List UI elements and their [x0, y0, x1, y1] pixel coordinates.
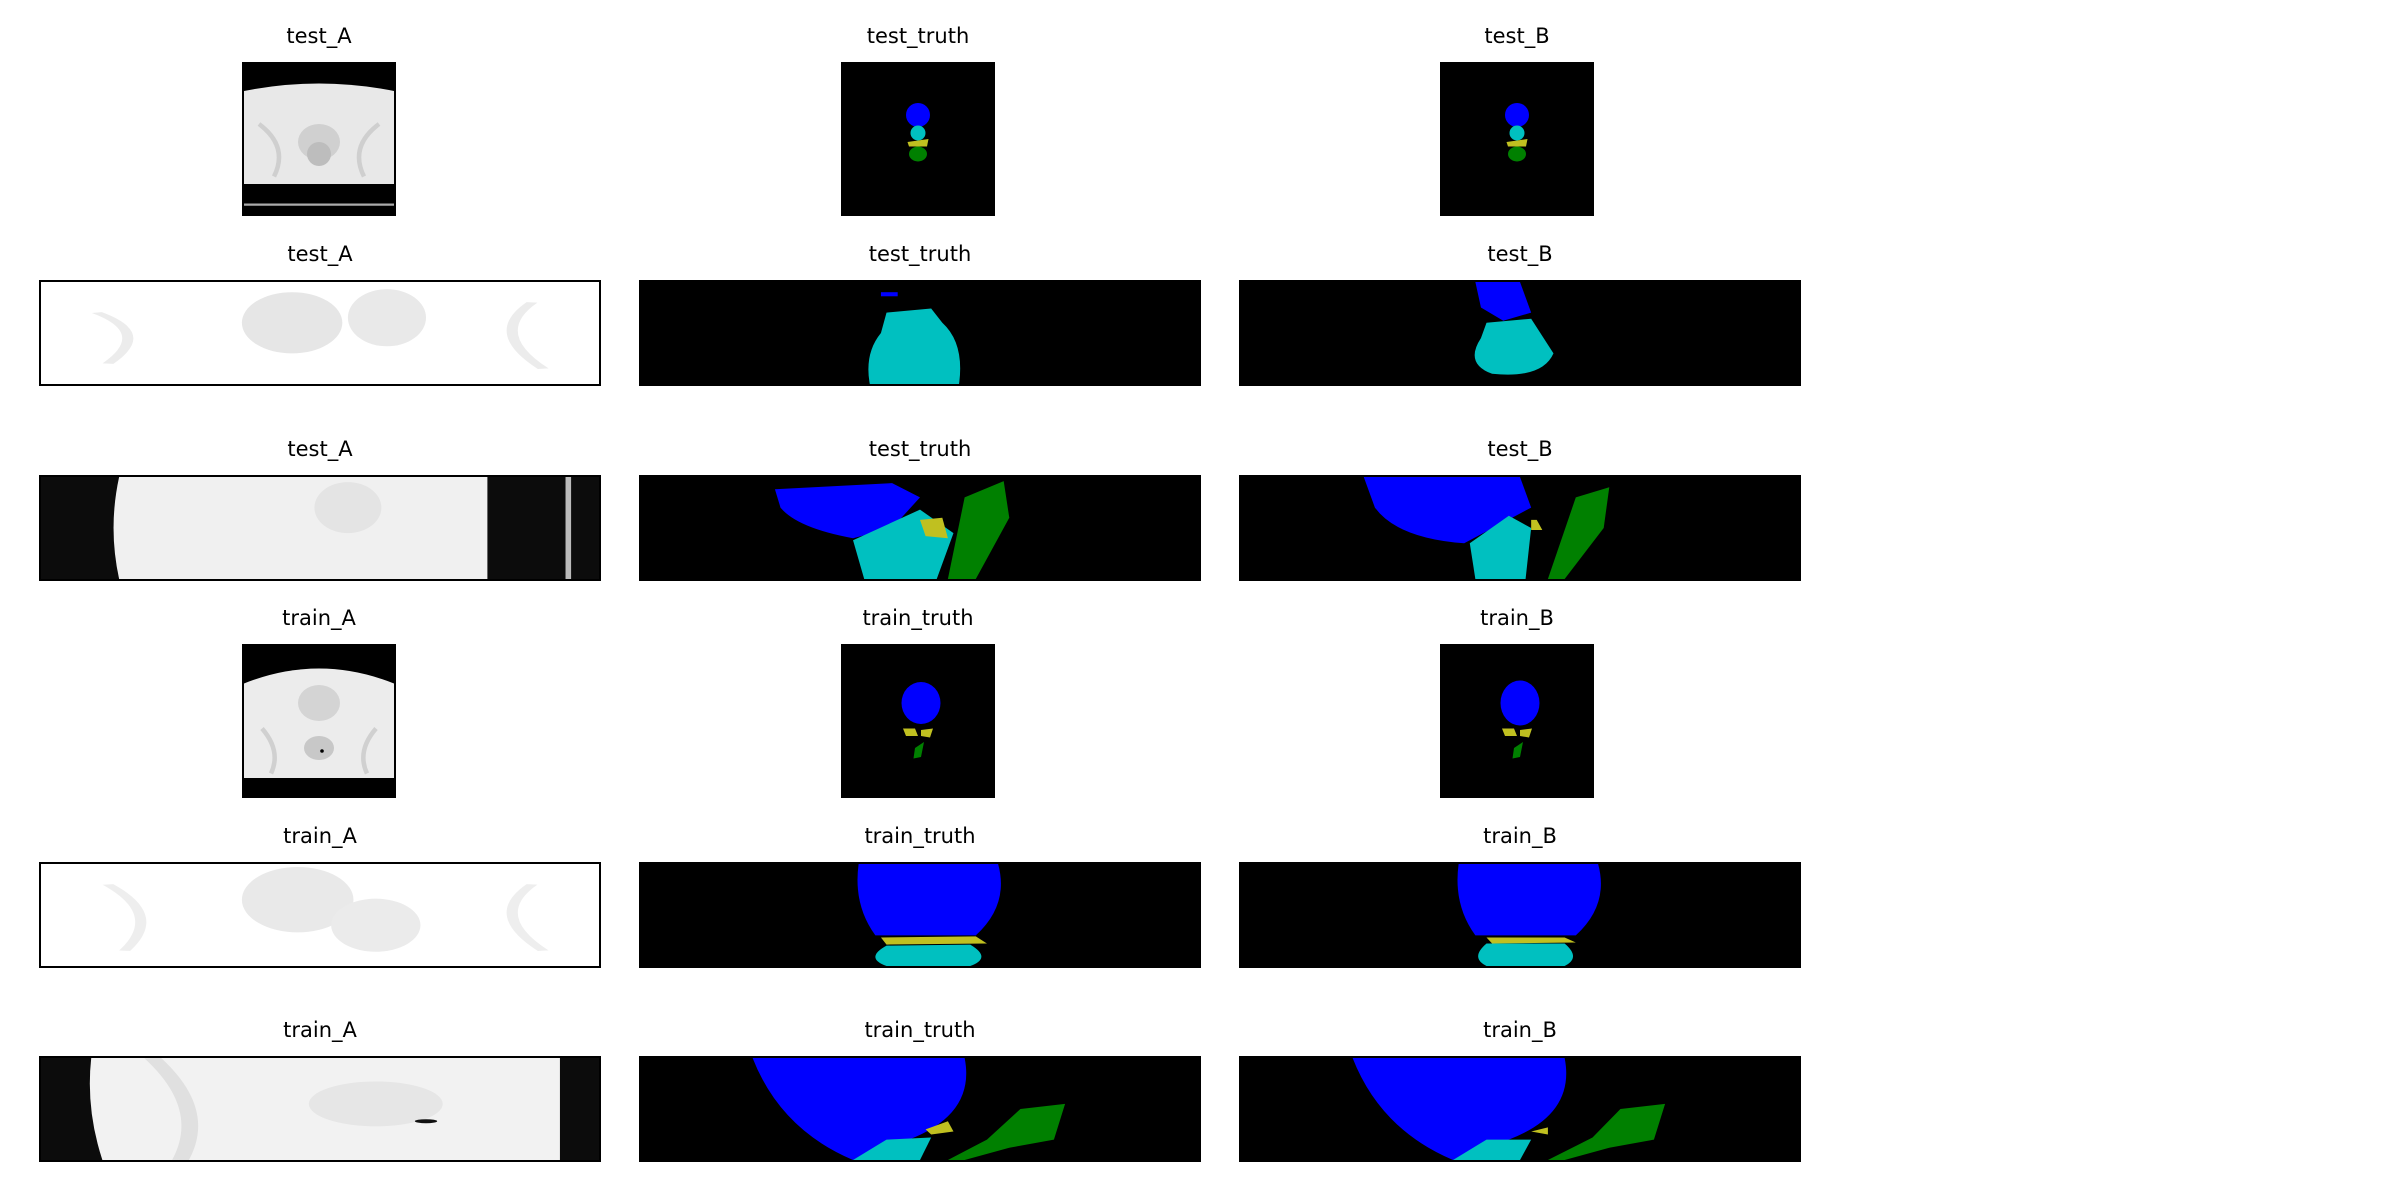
- panel-r2-c1: test_A: [39, 242, 601, 386]
- panel-title: test_truth: [868, 242, 972, 266]
- panel-r6-c2: train_truth: [639, 1018, 1201, 1162]
- segmentation-mask-prediction: [1239, 475, 1801, 581]
- panel-title: test_A: [287, 242, 353, 266]
- panel-title: test_A: [287, 437, 353, 461]
- panel-r4-c1: train_A: [242, 606, 396, 798]
- segmentation-mask-truth: [639, 475, 1201, 581]
- panel-r2-c3: test_B: [1239, 242, 1801, 386]
- panel-title: train_A: [283, 824, 357, 848]
- panel-r5-c2: train_truth: [639, 824, 1201, 968]
- panel-r3-c2: test_truth: [639, 437, 1201, 581]
- panel-r4-c3: train_B: [1440, 606, 1594, 798]
- panel-r2-c2: test_truth: [639, 242, 1201, 386]
- segmentation-mask-prediction: [1440, 62, 1594, 216]
- panel-title: train_B: [1483, 824, 1557, 848]
- panel-r3-c1: test_A: [39, 437, 601, 581]
- panel-title: test_B: [1487, 437, 1553, 461]
- panel-r4-c2: train_truth: [841, 606, 995, 798]
- panel-title: train_truth: [864, 1018, 976, 1042]
- ct-axial-image: [242, 62, 396, 216]
- segmentation-mask-truth: [639, 862, 1201, 968]
- ct-coronal-image: [39, 280, 601, 386]
- panel-title: train_B: [1483, 1018, 1557, 1042]
- ct-sagittal-image: [39, 1056, 601, 1162]
- panel-title: test_truth: [866, 24, 970, 48]
- panel-r1-c3: test_B: [1440, 24, 1594, 216]
- segmentation-mask-truth: [841, 644, 995, 798]
- segmentation-mask-prediction: [1239, 280, 1801, 386]
- panel-title: test_truth: [868, 437, 972, 461]
- panel-title: test_B: [1484, 24, 1550, 48]
- segmentation-mask-truth: [639, 1056, 1201, 1162]
- segmentation-mask-prediction: [1239, 862, 1801, 968]
- panel-r1-c2: test_truth: [841, 24, 995, 216]
- panel-title: train_A: [282, 606, 356, 630]
- segmentation-mask-truth: [841, 62, 995, 216]
- panel-title: test_A: [286, 24, 352, 48]
- panel-r5-c1: train_A: [39, 824, 601, 968]
- ct-coronal-image: [39, 862, 601, 968]
- panel-r3-c3: test_B: [1239, 437, 1801, 581]
- segmentation-mask-truth: [639, 280, 1201, 386]
- panel-title: train_truth: [862, 606, 974, 630]
- panel-title: test_B: [1487, 242, 1553, 266]
- panel-r6-c1: train_A: [39, 1018, 601, 1162]
- ct-sagittal-image: [39, 475, 601, 581]
- panel-r6-c3: train_B: [1239, 1018, 1801, 1162]
- segmentation-mask-prediction: [1440, 644, 1594, 798]
- segmentation-mask-prediction: [1239, 1056, 1801, 1162]
- panel-title: train_A: [283, 1018, 357, 1042]
- panel-title: train_truth: [864, 824, 976, 848]
- panel-r1-c1: test_A: [242, 24, 396, 216]
- panel-r5-c3: train_B: [1239, 824, 1801, 968]
- panel-title: train_B: [1480, 606, 1554, 630]
- ct-axial-image: [242, 644, 396, 798]
